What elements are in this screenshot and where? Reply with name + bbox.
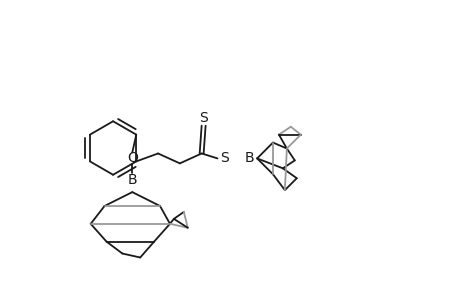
- Text: O: O: [127, 152, 137, 165]
- Text: S: S: [219, 152, 228, 165]
- Text: B: B: [244, 152, 253, 165]
- Text: B: B: [127, 173, 137, 187]
- Text: S: S: [199, 111, 207, 125]
